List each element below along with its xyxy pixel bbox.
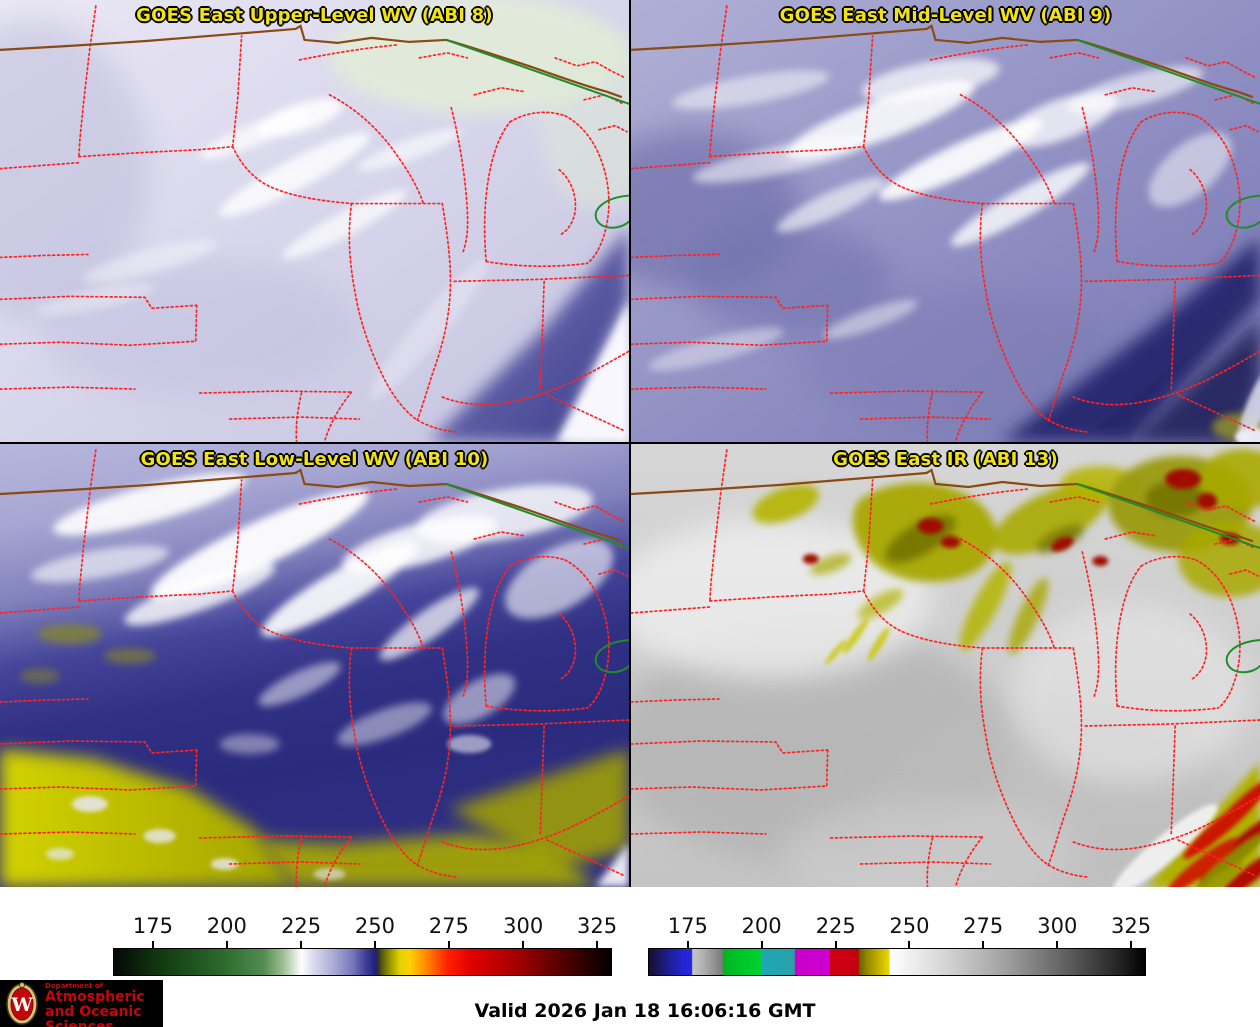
wv-colorbar: 175 200 225 250 275 300 325: [113, 914, 617, 976]
colorbar-tick: [760, 941, 763, 948]
wv-colorbar-ticks: [113, 940, 612, 948]
logo-line3: and Oceanic Sciences: [45, 1004, 142, 1027]
panel-abi13: GOES East IR (ABI 13): [631, 444, 1260, 887]
panel-abi10: GOES East Low-Level WV (ABI 10): [0, 444, 629, 887]
colorbar-tick-label: 175: [667, 914, 708, 938]
colorbar-tick-label: 325: [1111, 914, 1152, 938]
colorbar-tick-label: 300: [1037, 914, 1078, 938]
satellite-image-abi10: [0, 444, 629, 887]
colorbar-tick: [300, 941, 303, 948]
colorbar-tick-label: 225: [281, 914, 322, 938]
ir-colorbar-ticks: [648, 940, 1146, 948]
crest-letter: W: [10, 994, 33, 1016]
logo-words: Department of Atmospheric and Oceanic Sc…: [45, 982, 163, 1027]
colorbar-tick-label: 300: [503, 914, 544, 938]
colorbar-tick: [596, 941, 599, 948]
ir-colorbar-labels: 175 200 225 250 275 300 325: [648, 914, 1151, 940]
satellite-image-abi9: [631, 0, 1260, 442]
ir-colorbar: 175 200 225 250 275 300 325: [648, 914, 1151, 976]
colorbar-tick: [151, 941, 154, 948]
valid-timestamp: Valid 2026 Jan 18 16:06:16 GMT: [474, 1000, 816, 1022]
colorbar-tick: [982, 941, 985, 948]
uw-crest-icon: W: [6, 982, 38, 1025]
colorbar-tick-label: 225: [815, 914, 856, 938]
panel-abi9: GOES East Mid-Level WV (ABI 9): [631, 0, 1260, 442]
satellite-image-abi13: [631, 444, 1260, 887]
aos-logo: W Department of Atmospheric and Oceanic …: [0, 980, 163, 1027]
colorbar-tick-label: 275: [428, 914, 469, 938]
colorbar-tick: [225, 941, 228, 948]
colorbar-tick: [686, 941, 689, 948]
colorbar-tick-label: 250: [354, 914, 396, 938]
logo-dept-line: Department of: [45, 982, 103, 990]
wv-colorbar-labels: 175 200 225 250 275 300 325: [113, 914, 617, 940]
colorbar-tick: [908, 941, 911, 948]
colorbar-tick: [522, 941, 525, 948]
colorbar-tick: [1130, 941, 1133, 948]
colorbar-tick-label: 325: [576, 914, 618, 938]
colorbar-tick-label: 175: [132, 914, 173, 938]
wv-colorbar-gradient: [113, 948, 612, 976]
ir-colorbar-gradient: [648, 948, 1146, 976]
colorbar-tick: [1056, 941, 1059, 948]
panel-abi8: GOES East Upper-Level WV (ABI 8): [0, 0, 629, 442]
colorbar-tick: [373, 941, 376, 948]
colorbar-tick-label: 250: [889, 914, 930, 938]
colorbar-tick-label: 200: [741, 914, 782, 938]
colorbar-tick-label: 200: [206, 914, 247, 938]
footer: 175 200 225 250 275 300 325 175 200 225 250 275 300…: [0, 887, 1260, 1027]
satellite-panels-grid: GOES East Upper-Level WV (ABI 8): [0, 0, 1260, 887]
colorbar-tick: [447, 941, 450, 948]
colorbar-tick-label: 275: [963, 914, 1004, 938]
colorbar-tick: [834, 941, 837, 948]
logo-line2: Atmospheric: [45, 989, 145, 1006]
satellite-image-abi8: [0, 0, 629, 442]
